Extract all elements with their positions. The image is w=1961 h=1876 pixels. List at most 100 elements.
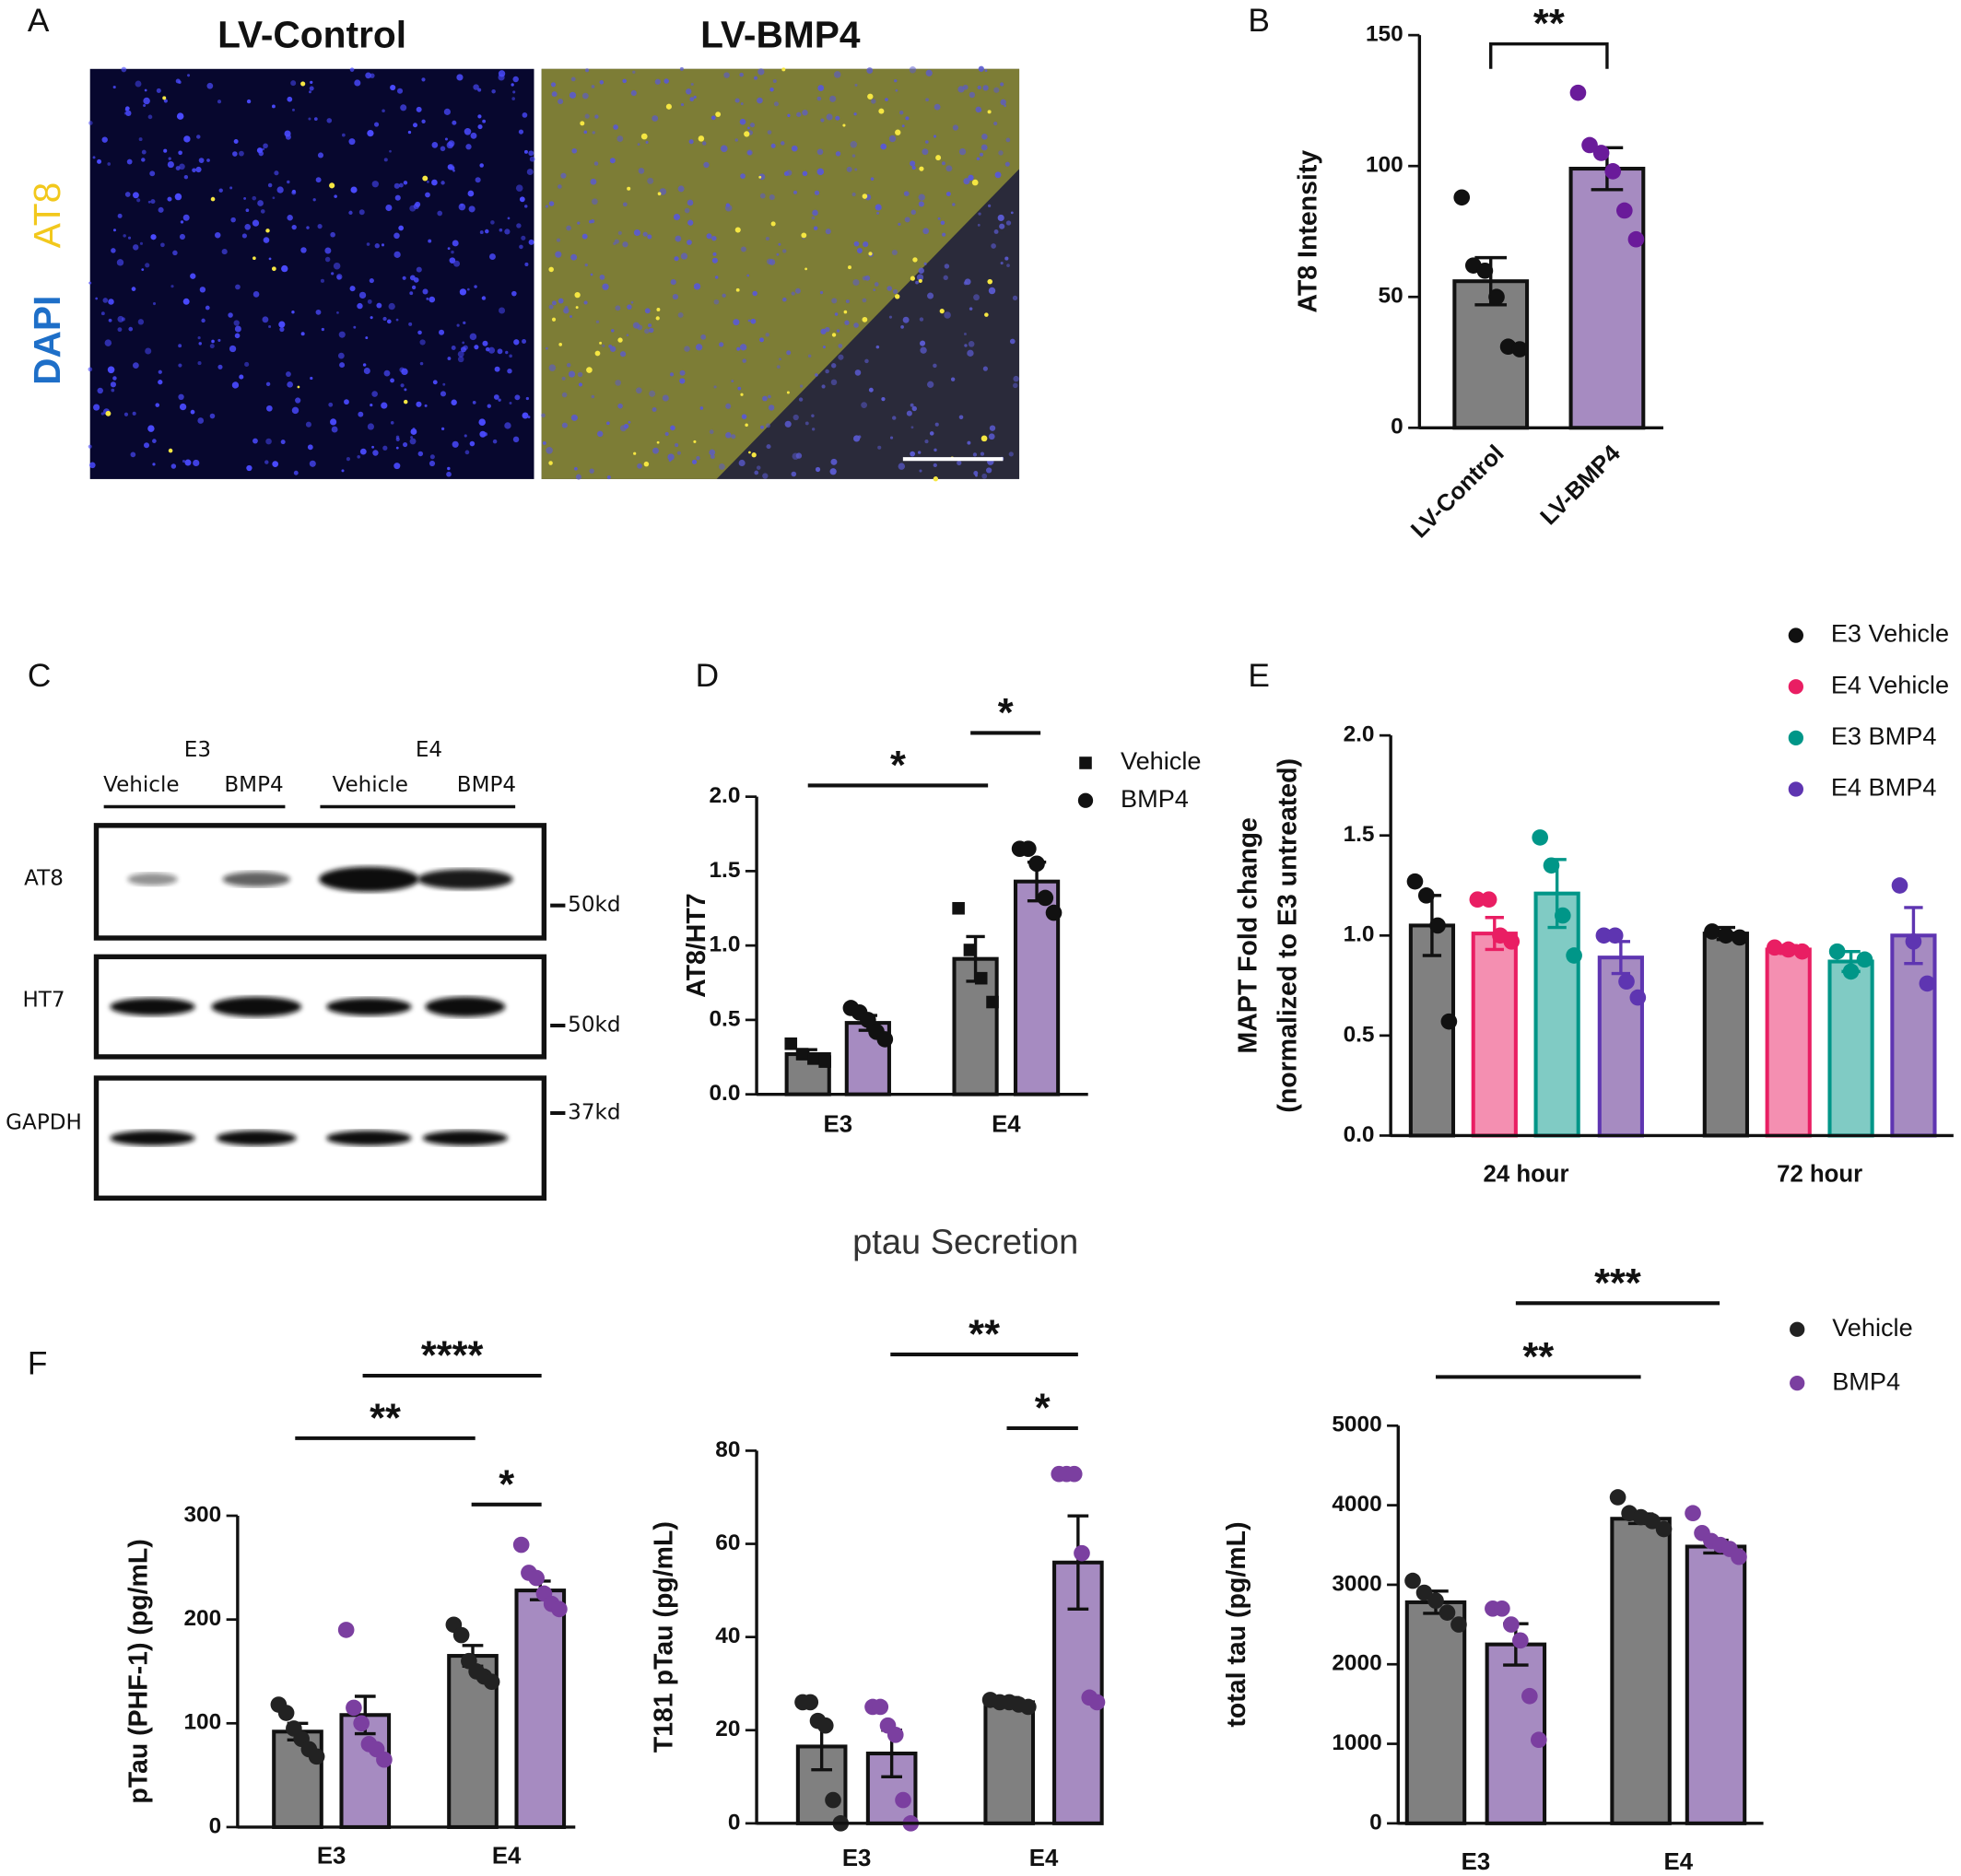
cell [182, 214, 190, 221]
cell [467, 190, 475, 197]
cell [512, 76, 519, 83]
data-point [1020, 1698, 1037, 1716]
cell [291, 311, 295, 314]
cell [350, 186, 358, 193]
cell [133, 244, 139, 251]
x-tick-label: 72 hour [1777, 1162, 1862, 1188]
cell [175, 166, 181, 170]
cell [512, 436, 520, 443]
cell [475, 177, 481, 183]
cell [209, 344, 215, 349]
cell [152, 463, 156, 466]
blot-band [417, 869, 513, 890]
cell [145, 263, 150, 268]
cell [321, 327, 325, 332]
data-point [1469, 891, 1486, 909]
at8-spot [210, 196, 216, 202]
cell [695, 344, 703, 351]
y-tick-label: 0 [1369, 1810, 1382, 1835]
data-point [1644, 1513, 1661, 1530]
cell [383, 369, 391, 377]
cell [835, 151, 841, 157]
cell [447, 164, 453, 170]
cell [460, 346, 466, 353]
y-tick-label: 100 [1366, 153, 1403, 178]
x-tick-label: E3 [824, 1111, 853, 1137]
at8-spot [655, 316, 660, 321]
data-point [376, 1751, 393, 1768]
cell [369, 277, 374, 284]
cell [877, 445, 882, 450]
data-point [963, 944, 977, 956]
cell [515, 184, 523, 192]
cell [627, 304, 632, 310]
cell [595, 320, 600, 323]
cell [575, 474, 581, 480]
cell [875, 204, 882, 211]
cell [144, 88, 147, 92]
cell [108, 318, 112, 322]
at8-spot [734, 227, 741, 233]
at8-spot [574, 291, 581, 299]
cell [577, 221, 581, 225]
cell [599, 275, 605, 280]
cell [979, 152, 983, 157]
cell [814, 190, 820, 195]
cell [125, 110, 132, 117]
cell [868, 387, 874, 393]
cell [993, 121, 998, 126]
cell [1013, 382, 1018, 389]
cell [370, 316, 373, 320]
panel-label: A [28, 3, 50, 39]
cell [221, 248, 228, 255]
cell [451, 346, 456, 350]
cell [452, 120, 457, 125]
significance-label: * [998, 691, 1014, 735]
cell [854, 168, 858, 171]
cell [969, 91, 976, 99]
image-label: LV-Control [217, 14, 406, 56]
data-point [1685, 1505, 1701, 1522]
cell [548, 201, 555, 206]
cell [825, 326, 830, 333]
cell [703, 161, 710, 169]
cell [349, 286, 356, 292]
panel-label: E [1248, 658, 1270, 694]
cell [652, 115, 659, 122]
at8-spot [297, 385, 300, 389]
cell [474, 345, 479, 350]
cell [366, 242, 370, 246]
y-tick-label: 1.0 [709, 932, 740, 957]
blot-marker: 50kd [568, 893, 620, 917]
cell [871, 99, 876, 104]
cell [675, 235, 682, 242]
cell [117, 213, 123, 218]
legend-marker [1079, 756, 1092, 769]
cell [767, 130, 772, 135]
cell [239, 374, 244, 380]
at8-spot [300, 81, 306, 87]
cell [398, 225, 405, 231]
cell [452, 440, 459, 448]
cell [143, 97, 150, 105]
cell [229, 186, 233, 190]
cell [679, 378, 686, 384]
cell [952, 203, 956, 206]
cell [388, 302, 395, 311]
cell [1009, 338, 1016, 345]
cell [900, 325, 904, 329]
cell [481, 296, 486, 300]
cell [691, 459, 698, 464]
data-point [1828, 943, 1846, 960]
significance-label: ** [1533, 2, 1565, 46]
cell [217, 100, 222, 104]
cell [830, 458, 838, 465]
cell [163, 148, 168, 153]
at8-spot [758, 175, 762, 179]
y-tick-label: 1000 [1332, 1730, 1381, 1755]
cell [317, 224, 323, 229]
data-point [1655, 1520, 1673, 1538]
cell [558, 99, 564, 105]
cell [446, 141, 454, 149]
